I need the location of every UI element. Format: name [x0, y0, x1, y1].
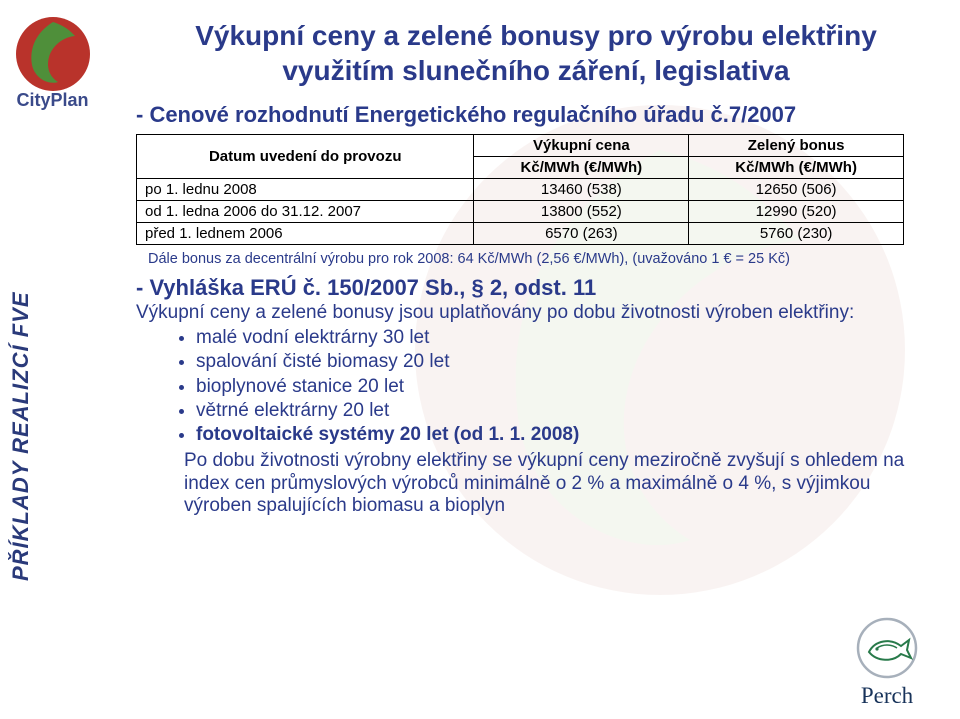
- title-line-2: využitím slunečního záření, legislativa: [282, 55, 789, 86]
- bullet-list: malé vodní elektrárny 30 let spalování č…: [196, 326, 936, 448]
- subhead-2: - Vyhláška ERÚ č. 150/2007 Sb., § 2, ods…: [136, 275, 936, 301]
- th-col1-bot: Kč/MWh (€/MWh): [474, 157, 689, 179]
- perch-logo: Perch: [832, 616, 942, 709]
- cityplan-logo: CityPlan: [10, 14, 95, 111]
- cell-c1: 13460 (538): [474, 179, 689, 201]
- paragraph-after: Po dobu životnosti výrobny elektřiny se …: [184, 450, 936, 518]
- price-table: Datum uvedení do provozu Výkupní cena Ze…: [136, 134, 904, 245]
- cell-c2: 5760 (230): [689, 223, 904, 245]
- table-row: od 1. ledna 2006 do 31.12. 2007 13800 (5…: [137, 201, 904, 223]
- list-item: bioplynové stanice 20 let: [196, 375, 936, 399]
- cell-c1: 13800 (552): [474, 201, 689, 223]
- cell-label: po 1. lednu 2008: [137, 179, 474, 201]
- cell-c2: 12650 (506): [689, 179, 904, 201]
- perch-text: Perch: [832, 683, 942, 709]
- table-row: po 1. lednu 2008 13460 (538) 12650 (506): [137, 179, 904, 201]
- page-title: Výkupní ceny a zelené bonusy pro výrobu …: [136, 18, 936, 88]
- th-col2-top: Zelený bonus: [689, 135, 904, 157]
- cell-c1: 6570 (263): [474, 223, 689, 245]
- cell-c2: 12990 (520): [689, 201, 904, 223]
- sidebar-vertical-label: PŘÍKLADY REALIZCÍ FVE: [8, 291, 34, 581]
- subhead-1: - Cenové rozhodnutí Energetického regula…: [136, 102, 936, 128]
- list-item: malé vodní elektrárny 30 let: [196, 326, 936, 350]
- cityplan-text: CityPlan: [10, 90, 95, 111]
- list-item: větrné elektrárny 20 let: [196, 399, 936, 423]
- table-note: Dále bonus za decentrální výrobu pro rok…: [148, 251, 936, 267]
- th-col2-bot: Kč/MWh (€/MWh): [689, 157, 904, 179]
- th-row-header: Datum uvedení do provozu: [137, 135, 474, 179]
- title-line-1: Výkupní ceny a zelené bonusy pro výrobu …: [195, 20, 877, 51]
- cell-label: od 1. ledna 2006 do 31.12. 2007: [137, 201, 474, 223]
- main-content: Výkupní ceny a zelené bonusy pro výrobu …: [136, 18, 936, 518]
- paragraph-intro: Výkupní ceny a zelené bonusy jsou uplatň…: [136, 301, 936, 324]
- th-col1-top: Výkupní cena: [474, 135, 689, 157]
- list-item: spalování čisté biomasy 20 let: [196, 350, 936, 374]
- table-row: před 1. lednem 2006 6570 (263) 5760 (230…: [137, 223, 904, 245]
- cell-label: před 1. lednem 2006: [137, 223, 474, 245]
- list-item: fotovoltaické systémy 20 let (od 1. 1. 2…: [196, 423, 936, 447]
